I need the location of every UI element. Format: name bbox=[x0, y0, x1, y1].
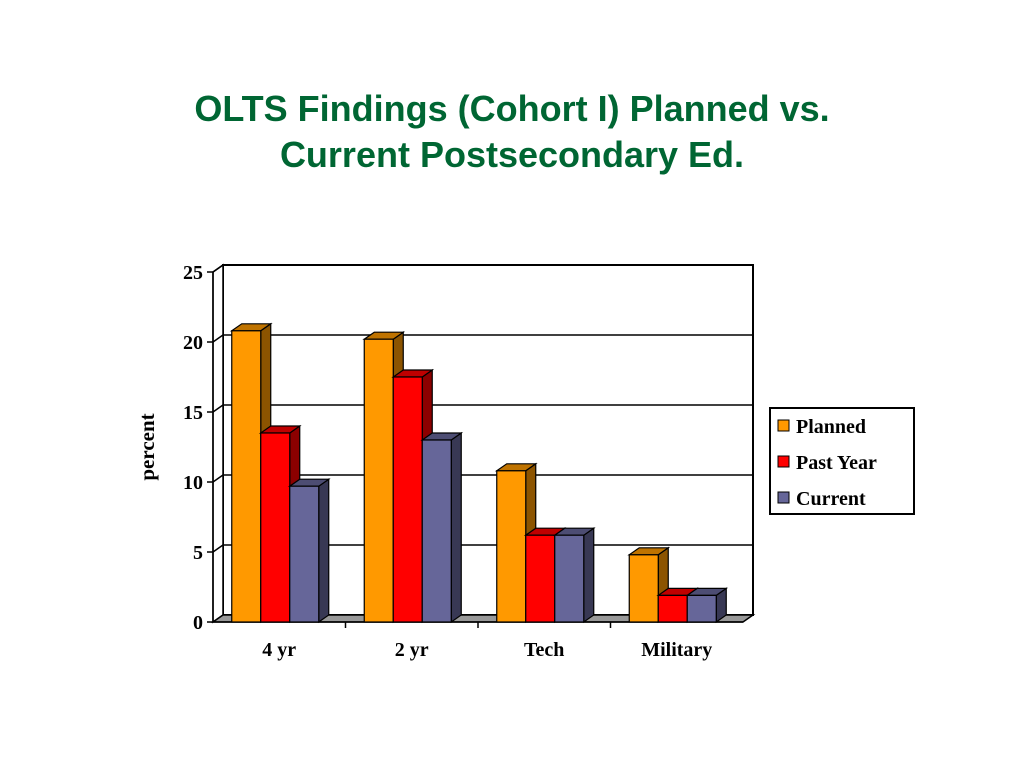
gridline-side-10 bbox=[212, 474, 224, 483]
side-wall bbox=[212, 263, 224, 624]
x-tick-label-4-yr: 4 yr bbox=[262, 639, 296, 661]
chart-bars bbox=[229, 322, 729, 624]
bar-4-yr-past-year bbox=[260, 432, 291, 623]
gridline-side-5 bbox=[212, 544, 224, 553]
bar-4-yr-planned bbox=[231, 330, 262, 623]
chart-gridlines bbox=[212, 264, 753, 553]
gridline-side-15 bbox=[212, 404, 224, 413]
legend-label-current: Current bbox=[796, 488, 866, 510]
legend-swatch-past-year bbox=[777, 455, 790, 468]
bar-military-past-year bbox=[657, 594, 688, 623]
bar-2-yr-current-side bbox=[450, 431, 462, 624]
chart-labels: 0 5 10 15 20 25 percent 4 yr 2 yr Tech Military bbox=[135, 262, 712, 661]
bar-military-planned bbox=[628, 554, 659, 623]
bar-4-yr-current-side bbox=[318, 478, 330, 624]
gridline-side-25 bbox=[212, 264, 224, 273]
y-axis-label: percent bbox=[135, 413, 159, 480]
bar-2-yr-past-year bbox=[392, 376, 423, 623]
y-tick-label-15: 15 bbox=[183, 402, 203, 424]
bar-tech-current-side bbox=[583, 527, 595, 624]
slide-title-line-2: Current Postsecondary Ed. bbox=[279, 134, 745, 175]
bar-2-yr-planned bbox=[363, 338, 394, 623]
bar-military-current bbox=[686, 594, 717, 623]
y-tick-label-25: 25 bbox=[183, 262, 203, 284]
y-tick-label-20: 20 bbox=[183, 332, 203, 354]
x-tick-label-military: Military bbox=[641, 639, 712, 661]
slide-title-line-1: OLTS Findings (Cohort I) Planned vs. bbox=[194, 88, 830, 129]
y-tick-label-10: 10 bbox=[183, 472, 203, 494]
bar-tech-past-year bbox=[525, 534, 556, 623]
bar-2-yr-current bbox=[421, 439, 452, 623]
gridline-side-20 bbox=[212, 334, 224, 343]
x-tick-label-tech: Tech bbox=[524, 639, 564, 661]
legend-swatch-planned bbox=[777, 419, 790, 432]
legend-box bbox=[769, 407, 915, 515]
chart-legend: Planned Past Year Current bbox=[769, 407, 915, 515]
legend-swatch-current bbox=[777, 491, 790, 504]
bar-tech-planned bbox=[496, 470, 527, 623]
bar-4-yr-current bbox=[289, 485, 320, 623]
y-tick-label-0: 0 bbox=[193, 612, 203, 634]
legend-label-planned: Planned bbox=[796, 416, 866, 438]
y-tick-label-5: 5 bbox=[193, 542, 203, 564]
x-tick-label-2-yr: 2 yr bbox=[395, 639, 429, 661]
bar-tech-current bbox=[554, 534, 585, 623]
slide-title: OLTS Findings (Cohort I) Planned vs. Cur… bbox=[0, 86, 1024, 178]
legend-label-past-year: Past Year bbox=[796, 452, 877, 474]
